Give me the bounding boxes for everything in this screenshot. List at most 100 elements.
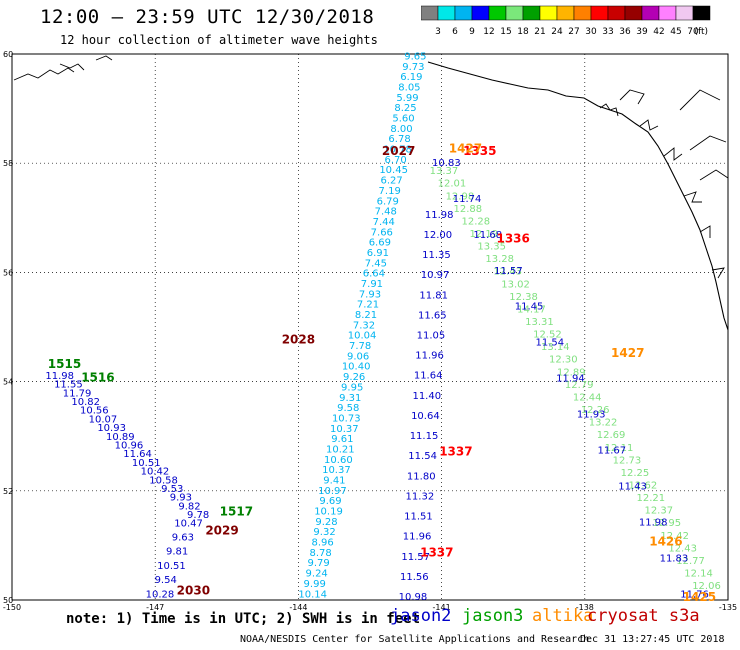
- wave-height-value: 9.32: [313, 527, 335, 538]
- wave-height-value: 10.73: [332, 413, 361, 424]
- wave-height-value: 10.98: [399, 592, 428, 603]
- scale-label: 24: [551, 27, 563, 37]
- lon-label: -141: [433, 603, 451, 612]
- wave-height-value: 13.14: [541, 342, 570, 353]
- scale-label: 30: [585, 27, 597, 37]
- coast-detail: [679, 89, 721, 111]
- wave-height-value: 10.07: [89, 414, 118, 425]
- wave-height-value: 11.76: [680, 589, 709, 600]
- wave-height-value: 11.74: [453, 194, 482, 205]
- wave-height-value: 12.14: [684, 569, 713, 580]
- footer-timestamp: Dec 31 13:27:45 UTC 2018: [580, 634, 725, 645]
- wave-height-value: 10.14: [298, 589, 327, 600]
- legend-altika: altika: [532, 606, 594, 626]
- wave-height-value: 10.78: [383, 145, 412, 156]
- pass-number-label: 1516: [81, 371, 114, 385]
- wave-height-value: 8.21: [355, 310, 377, 321]
- wave-height-value: 12.98: [446, 191, 475, 202]
- lat-label: 56: [3, 268, 13, 277]
- scale-label: 33: [602, 27, 613, 37]
- wave-height-value: 9.54: [155, 575, 177, 586]
- lon-label: -135: [719, 603, 737, 612]
- wave-height-value: 6.79: [377, 196, 399, 207]
- wave-height-value: 11.55: [54, 380, 83, 391]
- wave-height-value: 10.04: [348, 331, 377, 342]
- scale-unit: (ft): [694, 27, 708, 37]
- coast-detail: [663, 147, 683, 161]
- pass-number-label: 1426: [649, 534, 682, 548]
- wave-height-value: 9.81: [166, 547, 188, 558]
- wave-height-value: 12.42: [660, 531, 689, 542]
- wave-height-value: 11.98: [45, 371, 74, 382]
- wave-height-value: 11.05: [417, 330, 446, 341]
- peninsula-coastline: [13, 67, 75, 81]
- wave-height-value: 10.97: [421, 270, 450, 281]
- wave-height-value: 11.83: [660, 553, 689, 564]
- wave-height-value: 11.45: [515, 302, 544, 313]
- wave-height-value: 9.95: [341, 382, 363, 393]
- wave-height-value: 11.32: [406, 491, 435, 502]
- pass-number-label: 2028: [282, 332, 315, 346]
- wave-height-value: 10.51: [132, 458, 161, 469]
- wave-height-value: 12.37: [644, 506, 673, 517]
- lat-label: 54: [3, 378, 13, 387]
- coast-detail: [711, 267, 725, 279]
- wave-height-value: 8.96: [311, 538, 333, 549]
- legend-jason2: jason2: [390, 606, 452, 626]
- scale-label: 39: [636, 27, 648, 37]
- pass-number-label: 1427: [611, 346, 644, 360]
- wave-height-value: 13.28: [485, 254, 514, 265]
- wave-height-value: 10.60: [324, 455, 353, 466]
- wave-height-value: 11.80: [407, 471, 436, 482]
- page-subtitle: 12 hour collection of altimeter wave hei…: [60, 33, 378, 47]
- wave-height-value: 12.43: [493, 267, 522, 278]
- wave-height-value: 5.60: [392, 114, 414, 125]
- wave-height-value: 13.37: [430, 166, 459, 177]
- wave-height-value: 12.73: [613, 455, 642, 466]
- wave-height-value: 13.02: [501, 279, 530, 290]
- wave-height-value: 8.25: [394, 103, 416, 114]
- wave-height-value: 13.31: [525, 317, 554, 328]
- wave-height-value: 10.28: [146, 589, 175, 600]
- wave-height-value: 12.38: [509, 292, 538, 303]
- scale-swatch: [692, 5, 711, 21]
- wave-height-value: 10.45: [379, 165, 408, 176]
- wave-height-value: 9.41: [323, 476, 345, 487]
- wave-height-value: 9.53: [161, 484, 183, 495]
- wave-height-value: 11.65: [418, 310, 447, 321]
- wave-height-value: 6.19: [400, 72, 422, 83]
- pass-number-label: 2030: [177, 584, 210, 598]
- wave-height-value: 10.19: [314, 507, 343, 518]
- wave-height-value: 6.78: [388, 134, 410, 145]
- wave-height-value: 10.64: [411, 411, 440, 422]
- wave-height-value: 12.89: [557, 367, 586, 378]
- pass-number-label: 1517: [220, 504, 253, 518]
- wave-height-value: 8.05: [398, 82, 420, 93]
- pass-number-label: 1425: [683, 590, 716, 604]
- wave-height-value: 10.58: [149, 475, 178, 486]
- wave-height-value: 12.69: [597, 430, 626, 441]
- wave-height-value: 10.40: [342, 362, 371, 373]
- wave-height-value: 12.62: [629, 480, 658, 491]
- wave-height-value: 12.26: [581, 405, 610, 416]
- wave-height-value: 10.97: [318, 486, 347, 497]
- wave-height-value: 13.22: [589, 418, 618, 429]
- wave-height-value: 9.06: [347, 351, 369, 362]
- wave-height-value: 10.47: [174, 518, 203, 529]
- lon-label: -144: [289, 603, 307, 612]
- coast-detail: [699, 169, 729, 181]
- wave-height-value: 10.21: [326, 444, 355, 455]
- legend-jason3: jason3: [462, 606, 524, 626]
- scale-label: 9: [469, 27, 475, 37]
- scale-label: 12: [483, 27, 494, 37]
- wave-height-value: 11.40: [412, 391, 441, 402]
- wave-height-value: 14.17: [517, 304, 546, 315]
- wave-height-value: 7.91: [361, 279, 383, 290]
- scale-label: 27: [568, 27, 579, 37]
- wave-height-value: 9.82: [178, 501, 200, 512]
- wave-height-value: 9.93: [170, 493, 192, 504]
- wave-height-value: 9.78: [187, 510, 209, 521]
- wave-height-color-scale: 3 6 9 12 15 18 21 24 27 30 33 36 39 42 45 70(ft): [421, 5, 711, 37]
- wave-height-value: 7.66: [371, 227, 393, 238]
